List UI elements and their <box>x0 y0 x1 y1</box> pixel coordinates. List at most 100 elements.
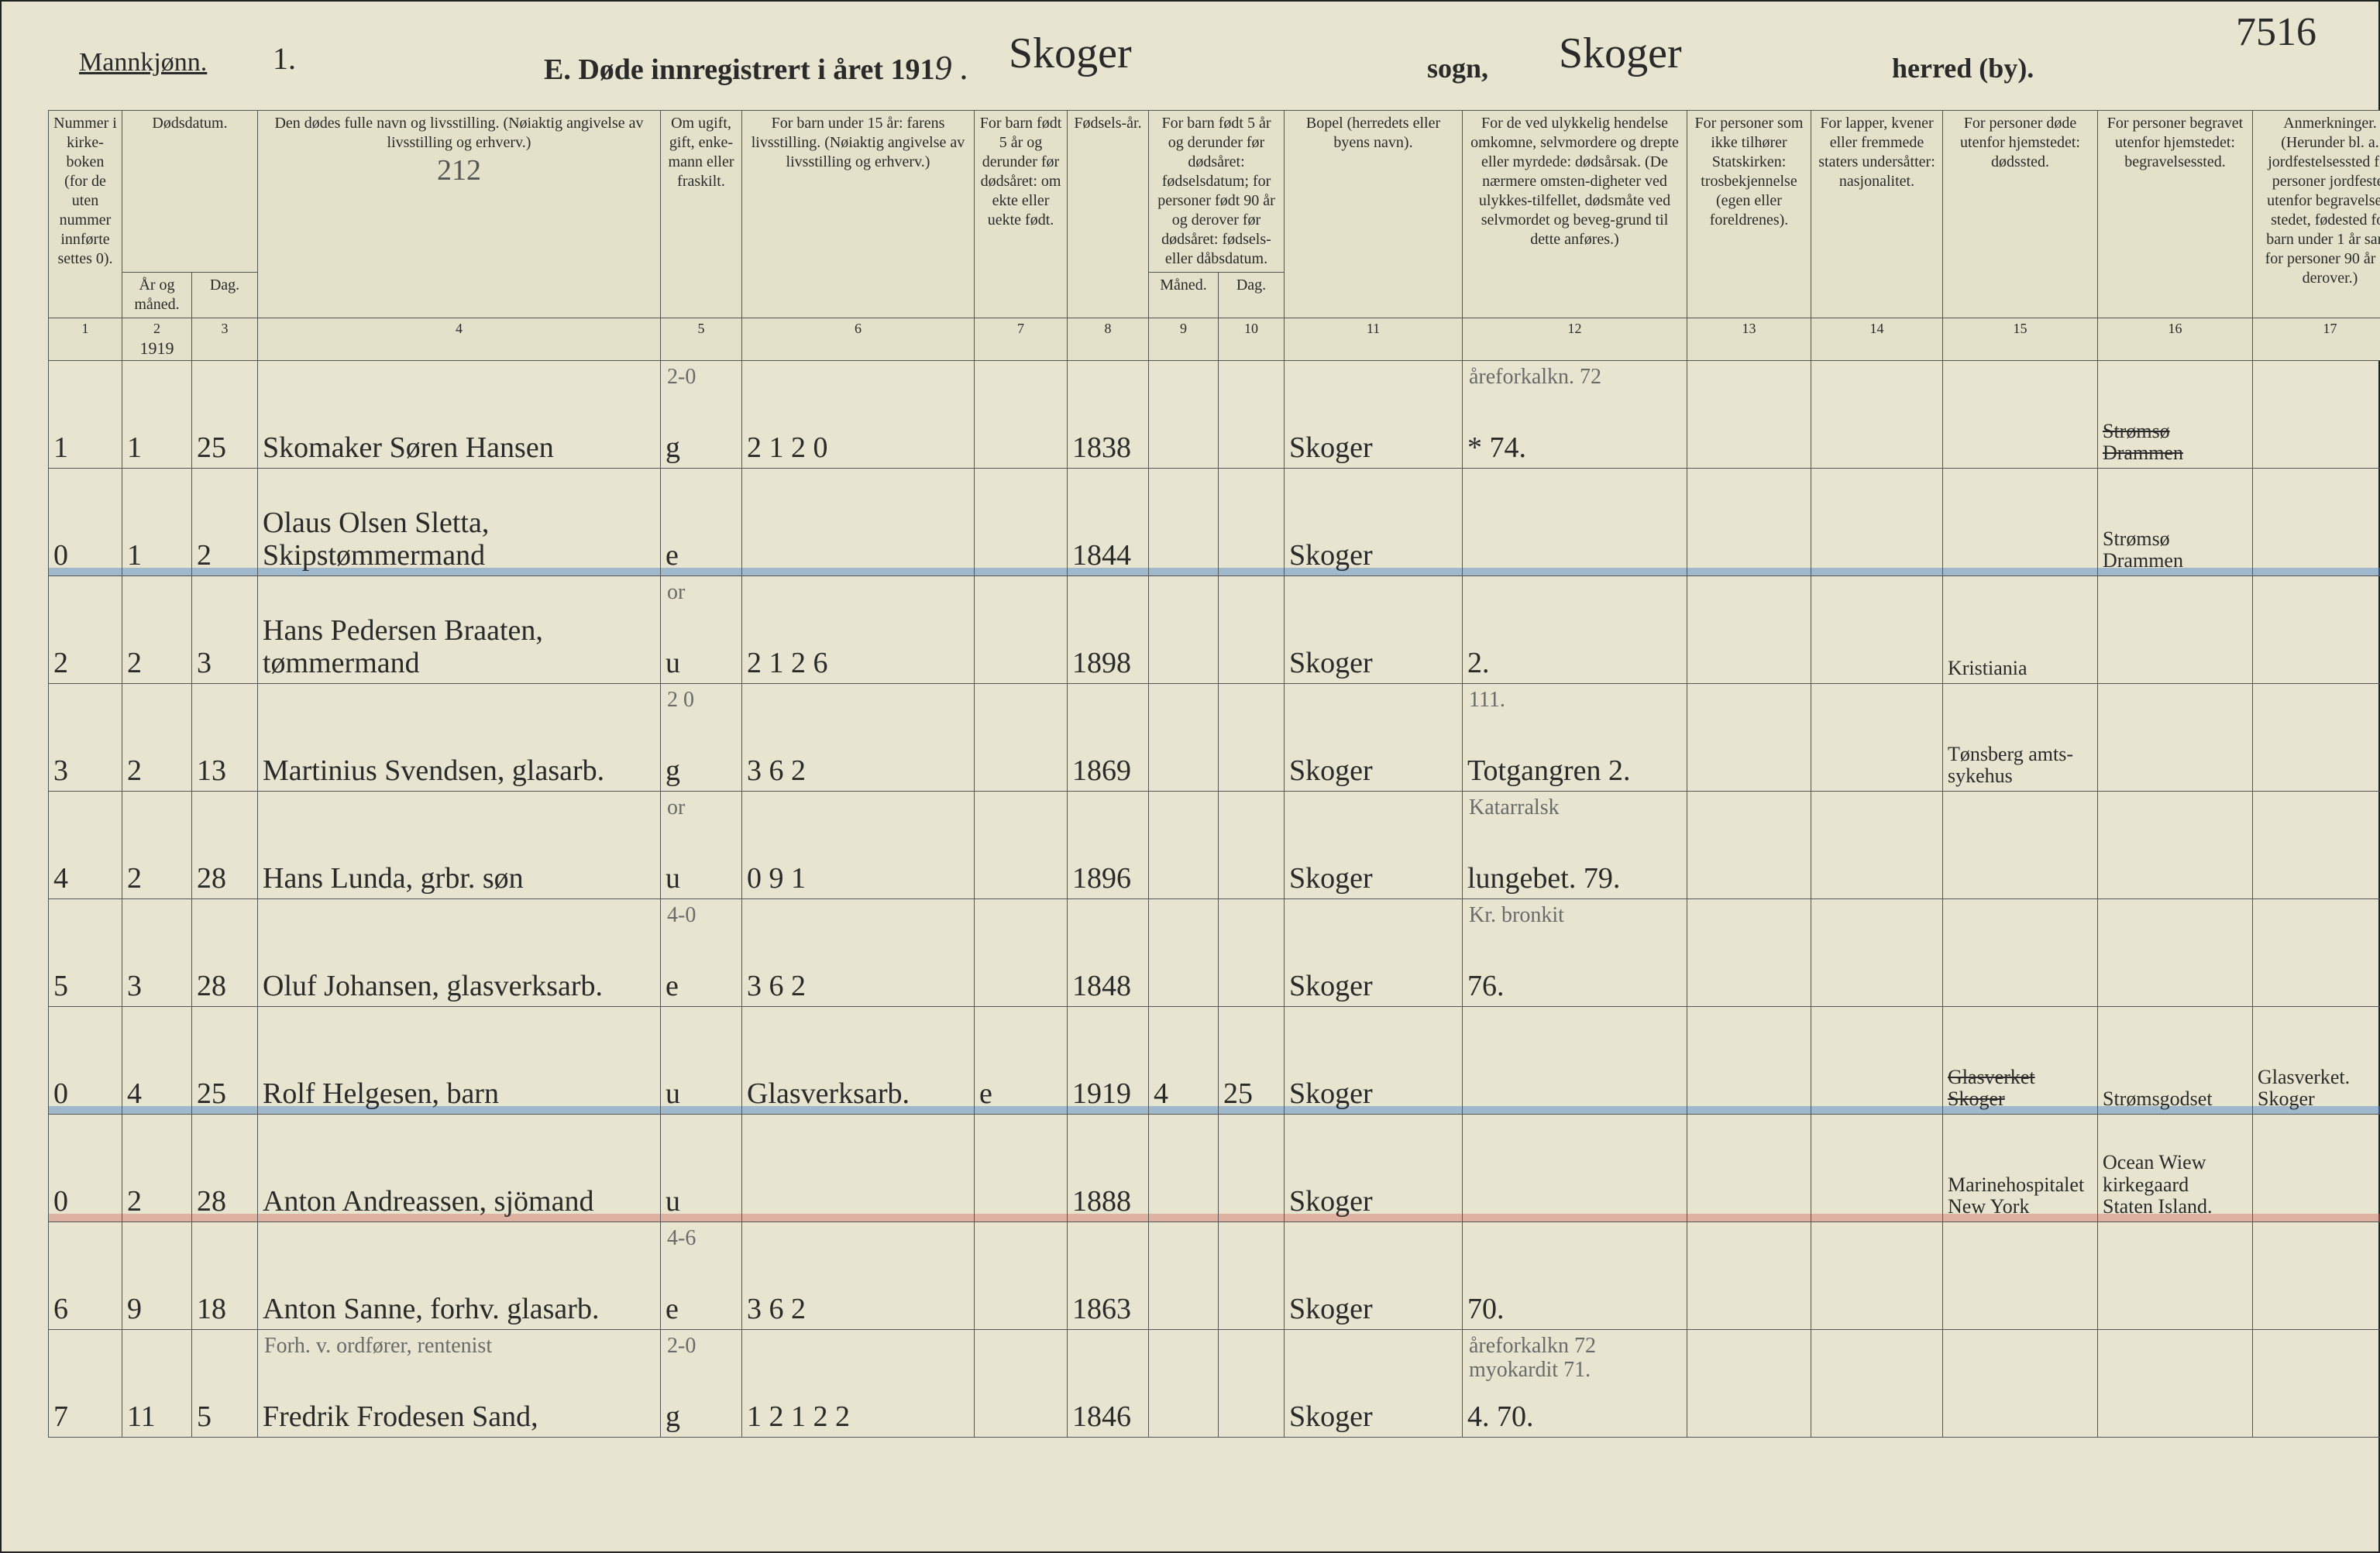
cell-faith <box>1687 1007 1811 1115</box>
cell-birthmonth <box>1149 1115 1219 1222</box>
cell-bopel: Skoger <box>1285 361 1463 469</box>
cell-nation <box>1811 1222 1943 1330</box>
cell-father: 3 6 2 <box>742 684 975 792</box>
cell-num: 0 <box>49 469 122 576</box>
cell-day: 3 <box>192 576 258 684</box>
cell-birthmonth: 4 <box>1149 1007 1219 1115</box>
cell-month: 4 <box>122 1007 192 1115</box>
cell-birthyear: 1896 <box>1068 792 1149 899</box>
col-num: 7 <box>975 318 1068 361</box>
header-line: Mannkjønn. 1. E. Døde innregistrert i år… <box>79 33 2301 102</box>
cell-birthmonth <box>1149 684 1219 792</box>
col-header: Nummer i kirke-boken (for de uten nummer… <box>49 111 122 318</box>
cell-cause: 70. <box>1463 1222 1687 1330</box>
cell-num: 7 <box>49 1330 122 1438</box>
cell-birthmonth <box>1149 1330 1219 1438</box>
cell-birthday <box>1219 576 1285 684</box>
cell-father: Glasverksarb. <box>742 1007 975 1115</box>
col-subheader: Dag. <box>1219 273 1285 318</box>
cell-bopel: Skoger <box>1285 1222 1463 1330</box>
cell-num: 0 <box>49 1007 122 1115</box>
cell-faith <box>1687 792 1811 899</box>
col-header: Anmerkninger. (Herunder bl. a. jordfeste… <box>2253 111 2380 318</box>
cell-remarks <box>2253 469 2380 576</box>
cell-name: Rolf Helgesen, barn <box>258 1007 661 1115</box>
herred-label: herred (by). <box>1892 52 2034 84</box>
cell-father: 1 2 1 2 2 <box>742 1330 975 1438</box>
cell-day: 28 <box>192 1115 258 1222</box>
cell-month: 3 <box>122 899 192 1007</box>
page-number-corner: 7516 <box>2236 9 2316 55</box>
cell-day: 5 <box>192 1330 258 1438</box>
col-header: For lapper, kvener eller fremmede stater… <box>1811 111 1943 318</box>
cell-birthday <box>1219 1330 1285 1438</box>
cell-cause: 2. <box>1463 576 1687 684</box>
cell-burial <box>2098 1330 2253 1438</box>
cell-bopel: Skoger <box>1285 469 1463 576</box>
table-row: 3213Martinius Svendsen, glasarb.2 0g3 6 … <box>49 684 2380 792</box>
cell-birthyear: 1846 <box>1068 1330 1149 1438</box>
col-header: Bopel (herredets eller byens navn). <box>1285 111 1463 318</box>
cell-month: 2 <box>122 1115 192 1222</box>
cell-num: 0 <box>49 1115 122 1222</box>
col-header: For personer begravet utenfor hjemstedet… <box>2098 111 2253 318</box>
cell-num: 2 <box>49 576 122 684</box>
cell-faith <box>1687 899 1811 1007</box>
cell-birthmonth <box>1149 899 1219 1007</box>
mannkjonn-label: Mannkjønn. <box>79 48 207 77</box>
col-header: Fødsels-år. <box>1068 111 1149 318</box>
cell-deathplace: MarinehospitaletNew York <box>1943 1115 2098 1222</box>
cell-birthmonth <box>1149 469 1219 576</box>
cell-deathplace <box>1943 469 2098 576</box>
cell-month: 1 <box>122 469 192 576</box>
cell-remarks <box>2253 1115 2380 1222</box>
cell-burial: Strømsgodset <box>2098 1007 2253 1115</box>
cell-birthyear: 1844 <box>1068 469 1149 576</box>
cell-cause: Kr. bronkit76. <box>1463 899 1687 1007</box>
year-head: 1919 <box>140 338 174 358</box>
cell-birthday <box>1219 684 1285 792</box>
cell-deathplace <box>1943 1330 2098 1438</box>
cell-deathplace: Kristiania <box>1943 576 2098 684</box>
cell-birthyear: 1848 <box>1068 899 1149 1007</box>
table-row: 012Olaus Olsen Sletta, Skipstømmermande1… <box>49 469 2380 576</box>
cell-faith <box>1687 469 1811 576</box>
cell-father: 2 1 2 6 <box>742 576 975 684</box>
cell-bopel: Skoger <box>1285 684 1463 792</box>
cell-father: 0 9 1 <box>742 792 975 899</box>
col-subheader: Måned. <box>1149 273 1219 318</box>
cell-name: Martinius Svendsen, glasarb. <box>258 684 661 792</box>
cell-birthyear: 1838 <box>1068 361 1149 469</box>
cell-nation <box>1811 361 1943 469</box>
cell-birthyear: 1919 <box>1068 1007 1149 1115</box>
cell-faith <box>1687 361 1811 469</box>
col-num: 14 <box>1811 318 1943 361</box>
cell-legit <box>975 899 1068 1007</box>
cell-day: 18 <box>192 1222 258 1330</box>
cell-bopel: Skoger <box>1285 576 1463 684</box>
cell-faith <box>1687 1115 1811 1222</box>
cell-birthmonth <box>1149 792 1219 899</box>
col-num: 8 <box>1068 318 1149 361</box>
cell-day: 25 <box>192 361 258 469</box>
cell-nation <box>1811 1330 1943 1438</box>
cell-civil: oru <box>661 792 742 899</box>
cell-cause <box>1463 1007 1687 1115</box>
cell-deathplace <box>1943 899 2098 1007</box>
cell-legit <box>975 684 1068 792</box>
cell-cause: Katarralsklungebet. 79. <box>1463 792 1687 899</box>
cell-name: Hans Lunda, grbr. søn <box>258 792 661 899</box>
col-header-text: Den dødes fulle navn og livsstilling. (N… <box>274 115 643 151</box>
cell-deathplace <box>1943 792 2098 899</box>
cell-burial <box>2098 684 2253 792</box>
cell-bopel: Skoger <box>1285 1007 1463 1115</box>
cell-father <box>742 1115 975 1222</box>
cell-name: Hans Pedersen Braaten, tømmermand <box>258 576 661 684</box>
cell-deathplace: Tønsberg amts-sykehus <box>1943 684 2098 792</box>
col-header: For barn født 5 år og derunder før dødså… <box>1149 111 1285 273</box>
cell-birthday: 25 <box>1219 1007 1285 1115</box>
cell-burial: StrømsøDrammen <box>2098 469 2253 576</box>
cell-remarks <box>2253 792 2380 899</box>
cell-civil: 4-0e <box>661 899 742 1007</box>
cell-burial <box>2098 792 2253 899</box>
